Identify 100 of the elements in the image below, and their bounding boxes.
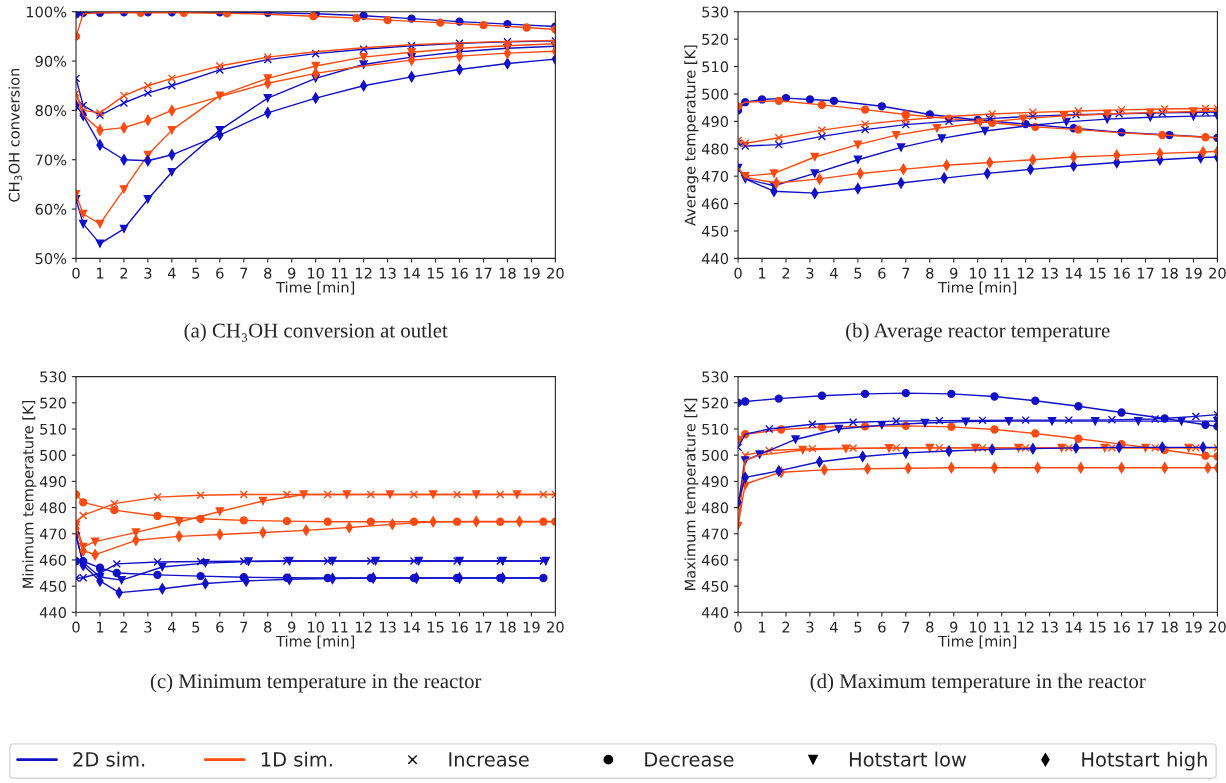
text: (a) CH₃OH conversion at outlet: [184, 322, 448, 342]
y-tick-label: 440: [701, 253, 729, 265]
x-tick-label: 17: [475, 267, 492, 279]
legend-label: Hotstart low: [849, 751, 967, 767]
x-tick-label: 7: [240, 621, 248, 633]
y-tick-label: 500: [40, 449, 67, 461]
x-tick-label: 7: [902, 267, 910, 279]
x-tick-label: 20: [547, 267, 564, 279]
x-tick-label: 13: [1041, 267, 1058, 279]
y-tick-label: 530: [702, 371, 729, 383]
x-tick-label: 19: [1185, 267, 1202, 279]
y-tick-label: 500: [702, 88, 729, 100]
y-tick-label: 440: [39, 607, 67, 619]
x-tick-label: 12: [355, 621, 372, 633]
x-tick-label: 4: [830, 267, 838, 279]
x-tick-label: 19: [1185, 621, 1202, 633]
x-tick-label: 1: [96, 621, 104, 633]
x-tick-label: 1: [758, 267, 766, 279]
x-axis-title: Time [min]: [938, 635, 1017, 649]
x-tick-label: 0: [734, 267, 742, 279]
y-tick-label: 490: [39, 476, 67, 488]
x-tick-label: 3: [806, 267, 814, 279]
legend-label: Hotstart high: [1082, 751, 1207, 771]
y-tick-label: 460: [701, 198, 729, 210]
x-tick-label: 12: [1017, 621, 1034, 633]
x-tick-label: 12: [355, 267, 372, 279]
x-tick-label: 11: [994, 267, 1010, 279]
x-tick-label: 15: [1089, 621, 1106, 633]
text: (b) Average reactor temperature: [846, 322, 1110, 342]
x-tick-label: 9: [288, 621, 296, 633]
x-tick-label: 10: [970, 267, 987, 279]
x-tick-label: 16: [451, 267, 468, 279]
x-tick-label: 4: [167, 621, 176, 633]
x-tick-label: 8: [926, 267, 934, 279]
x-tick-label: 6: [878, 267, 886, 279]
text: (c) Minimum temperature in the reactor: [150, 673, 482, 693]
x-tick-label: 11: [331, 621, 348, 633]
x-tick-label: 16: [1113, 267, 1130, 279]
y-tick-label: 460: [701, 554, 729, 566]
x-tick-label: 1: [758, 621, 766, 633]
x-tick-label: 18: [499, 267, 516, 279]
y-tick-label: 70%: [35, 154, 67, 166]
y-tick-label: 480: [39, 502, 67, 514]
x-axis-title: Time [min]: [276, 635, 355, 649]
x-tick-label: 20: [1209, 621, 1226, 633]
y-axis-title: Average temperature [K]: [684, 45, 699, 226]
x-tick-label: 8: [926, 621, 934, 633]
y-tick-label: 510: [702, 61, 729, 73]
y-tick-label: 530: [40, 371, 67, 383]
x-tick-label: 14: [1065, 267, 1083, 279]
x-tick-label: 16: [451, 621, 468, 633]
x-tick-label: 5: [854, 621, 862, 633]
y-axis-title: Minimum temperature [K]: [22, 400, 37, 588]
x-tick-label: 14: [403, 267, 421, 279]
x-tick-label: 8: [264, 267, 272, 279]
x-tick-label: 11: [994, 621, 1010, 633]
y-tick-label: 500: [702, 449, 729, 461]
legend-label: 1D sim.: [261, 751, 332, 767]
x-tick-label: 17: [475, 621, 492, 633]
x-tick-label: 5: [854, 267, 862, 279]
legend-label: 2D sim.: [73, 751, 145, 767]
y-tick-label: 510: [702, 423, 729, 435]
x-tick-label: 5: [192, 267, 200, 279]
x-tick-label: 6: [216, 267, 224, 279]
x-tick-label: 12: [1017, 267, 1034, 279]
x-tick-label: 0: [72, 621, 80, 633]
x-tick-label: 4: [830, 621, 838, 633]
y-tick-label: 470: [39, 528, 67, 540]
y-tick-label: 470: [701, 170, 729, 182]
y-tick-label: 510: [40, 423, 67, 435]
x-tick-label: 18: [1161, 621, 1178, 633]
x-tick-label: 15: [427, 267, 444, 279]
y-tick-label: 450: [701, 580, 729, 592]
x-tick-label: 18: [499, 621, 516, 633]
y-tick-label: 100%: [26, 6, 67, 18]
x-tick-label: 17: [1137, 267, 1154, 279]
x-tick-label: 8: [264, 621, 272, 633]
y-tick-label: 480: [701, 143, 729, 155]
text: (d) Maximum temperature in the reactor: [810, 673, 1146, 693]
y-tick-label: 60%: [35, 203, 67, 215]
x-tick-label: 6: [216, 621, 224, 633]
x-tick-label: 0: [734, 621, 742, 633]
y-tick-label: 50%: [35, 253, 67, 265]
x-tick-label: 15: [427, 621, 444, 633]
legend-label: Increase: [449, 752, 529, 767]
x-tick-label: 20: [547, 621, 564, 633]
y-tick-label: 520: [40, 397, 67, 409]
x-tick-label: 13: [379, 621, 396, 633]
x-tick-label: 9: [288, 267, 296, 279]
y-tick-label: 490: [701, 116, 729, 128]
y-tick-label: 530: [702, 6, 729, 18]
y-tick-label: 470: [701, 528, 729, 540]
y-tick-label: 450: [701, 225, 729, 237]
x-axis-title: Time [min]: [276, 281, 355, 295]
x-tick-label: 3: [144, 621, 152, 633]
x-tick-label: 3: [144, 267, 152, 279]
x-tick-label: 18: [1161, 267, 1178, 279]
y-tick-label: 450: [39, 580, 67, 592]
x-tick-label: 10: [970, 621, 987, 633]
x-tick-label: 9: [950, 267, 958, 279]
